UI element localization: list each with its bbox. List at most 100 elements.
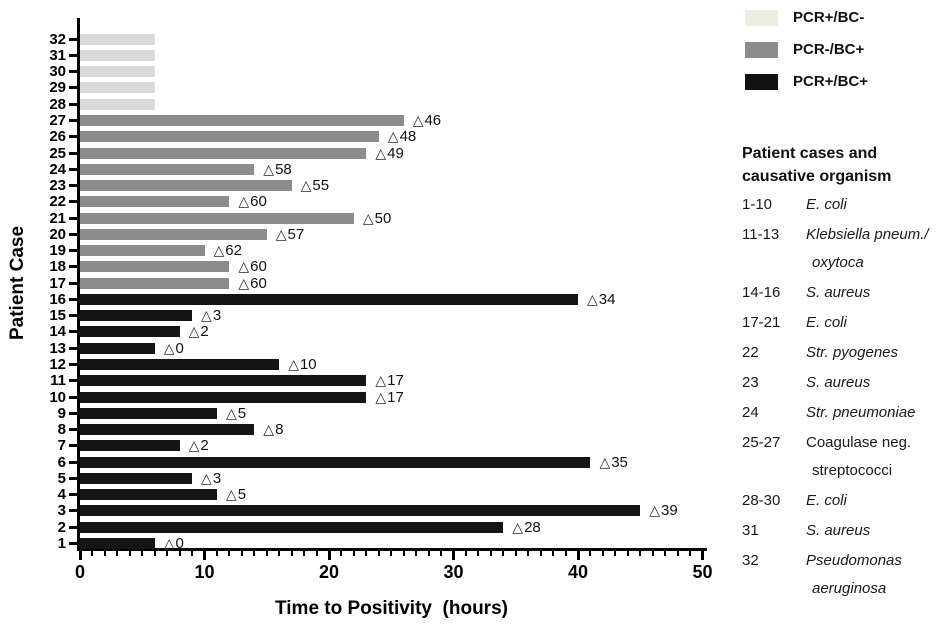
x-tick-label: 50 xyxy=(692,562,713,582)
case-number-label: 20 xyxy=(49,225,66,243)
legend-swatch-icon xyxy=(745,10,778,26)
organism-row-case-range: 28-30 xyxy=(742,492,781,509)
delta-label: △8 xyxy=(263,422,283,438)
x-minor-tick xyxy=(377,551,380,556)
organism-row-case-range: 23 xyxy=(742,374,759,391)
delta-value: 3 xyxy=(212,469,222,487)
case-number-label: 30 xyxy=(49,63,66,81)
case-number-label: 5 xyxy=(57,469,66,487)
delta-label: △10 xyxy=(288,356,316,373)
case-number-label: 12 xyxy=(49,356,66,374)
y-axis-tick xyxy=(69,151,77,155)
y-axis-tick xyxy=(69,379,77,383)
delta-value: 46 xyxy=(424,111,442,129)
y-axis-tick xyxy=(69,395,77,399)
bar-case-13 xyxy=(80,342,155,354)
delta-label: △3 xyxy=(201,469,222,487)
y-axis-tick xyxy=(69,216,77,220)
delta-triangle-icon: △ xyxy=(375,388,387,405)
delta-label: △0 xyxy=(163,535,184,552)
case-number-label: 10 xyxy=(49,388,66,406)
delta-label: △55 xyxy=(301,178,329,194)
delta-triangle-icon: △ xyxy=(387,128,399,145)
delta-value: 5 xyxy=(237,404,247,422)
delta-label: △60 xyxy=(238,258,267,276)
x-minor-tick xyxy=(651,551,654,556)
delta-value: 48 xyxy=(399,128,417,146)
bar-case-29 xyxy=(80,82,155,94)
bar-case-26 xyxy=(80,131,379,143)
delta-value: 60 xyxy=(250,258,267,276)
case-number-label: 19 xyxy=(49,242,66,260)
delta-label: △5 xyxy=(225,404,247,422)
legend-label: PCR+/BC+ xyxy=(793,73,869,90)
x-axis-title: Time to Positivity (hours) xyxy=(275,598,508,619)
delta-triangle-icon: △ xyxy=(163,339,175,356)
delta-value: 34 xyxy=(598,290,616,308)
case-number-label: 18 xyxy=(49,258,66,276)
case-number-label: 4 xyxy=(57,486,66,504)
delta-triangle-icon: △ xyxy=(225,486,237,503)
x-tick-label: 30 xyxy=(443,562,464,582)
bar-case-12 xyxy=(80,359,280,371)
x-minor-tick xyxy=(564,551,567,556)
delta-value: 60 xyxy=(250,193,267,211)
organism-row-case-range: 25-27 xyxy=(742,434,781,451)
x-minor-tick xyxy=(390,551,393,556)
delta-label: △60 xyxy=(238,274,267,292)
delta-value: 17 xyxy=(387,388,404,406)
bar-case-21 xyxy=(80,212,354,224)
delta-triangle-icon: △ xyxy=(225,404,237,421)
delta-triangle-icon: △ xyxy=(188,437,200,454)
organism-row-case-range: 11-13 xyxy=(742,226,780,243)
y-axis-tick xyxy=(69,281,77,285)
y-axis-tick xyxy=(69,232,77,236)
bar-case-4 xyxy=(80,489,217,501)
case-number-label: 8 xyxy=(57,421,66,439)
organism-name: E. coli xyxy=(806,492,847,509)
delta-label: △34 xyxy=(587,290,616,308)
case-number-label: 24 xyxy=(49,160,66,178)
organism-name-line2: aeruginosa xyxy=(812,580,887,597)
bar-case-32 xyxy=(80,33,155,45)
case-number-label: 21 xyxy=(49,209,66,227)
side-panel-title-line1: Patient cases and xyxy=(742,145,878,162)
delta-label: △39 xyxy=(649,503,677,519)
y-axis-tick xyxy=(69,509,77,513)
organism-row-case-range: 31 xyxy=(742,522,759,539)
case-number-label: 9 xyxy=(57,404,66,422)
x-minor-tick xyxy=(116,551,119,556)
bar-case-18 xyxy=(80,261,230,273)
organism-row-case-range: 14-16 xyxy=(742,284,781,301)
bar-case-2 xyxy=(80,521,504,533)
delta-triangle-icon: △ xyxy=(163,535,175,551)
bar-case-19 xyxy=(80,245,205,257)
x-minor-tick xyxy=(676,551,679,556)
y-axis-tick xyxy=(69,265,77,269)
delta-triangle-icon: △ xyxy=(375,144,387,161)
x-axis-line xyxy=(77,548,707,551)
delta-label: △3 xyxy=(201,308,221,324)
y-axis-tick xyxy=(69,493,77,497)
bar-case-11 xyxy=(80,375,367,387)
delta-value: 60 xyxy=(250,274,267,292)
x-minor-tick xyxy=(166,551,169,556)
delta-triangle-icon: △ xyxy=(238,274,250,291)
x-minor-tick xyxy=(278,551,281,556)
x-minor-tick xyxy=(240,551,243,556)
case-number-label: 23 xyxy=(49,177,66,195)
organism-name: E. coli xyxy=(806,196,847,213)
bar-case-24 xyxy=(80,163,255,175)
delta-triangle-icon: △ xyxy=(188,323,200,340)
x-major-tick xyxy=(701,551,704,560)
y-axis-tick xyxy=(69,135,77,139)
organism-name: E. coli xyxy=(806,314,847,331)
organism-row-case-range: 24 xyxy=(742,404,759,421)
x-major-tick xyxy=(576,551,580,560)
y-axis-tick xyxy=(69,70,77,74)
x-minor-tick xyxy=(639,551,642,556)
bar-case-16 xyxy=(80,293,578,305)
bar-case-14 xyxy=(80,326,180,338)
delta-triangle-icon: △ xyxy=(288,356,299,373)
